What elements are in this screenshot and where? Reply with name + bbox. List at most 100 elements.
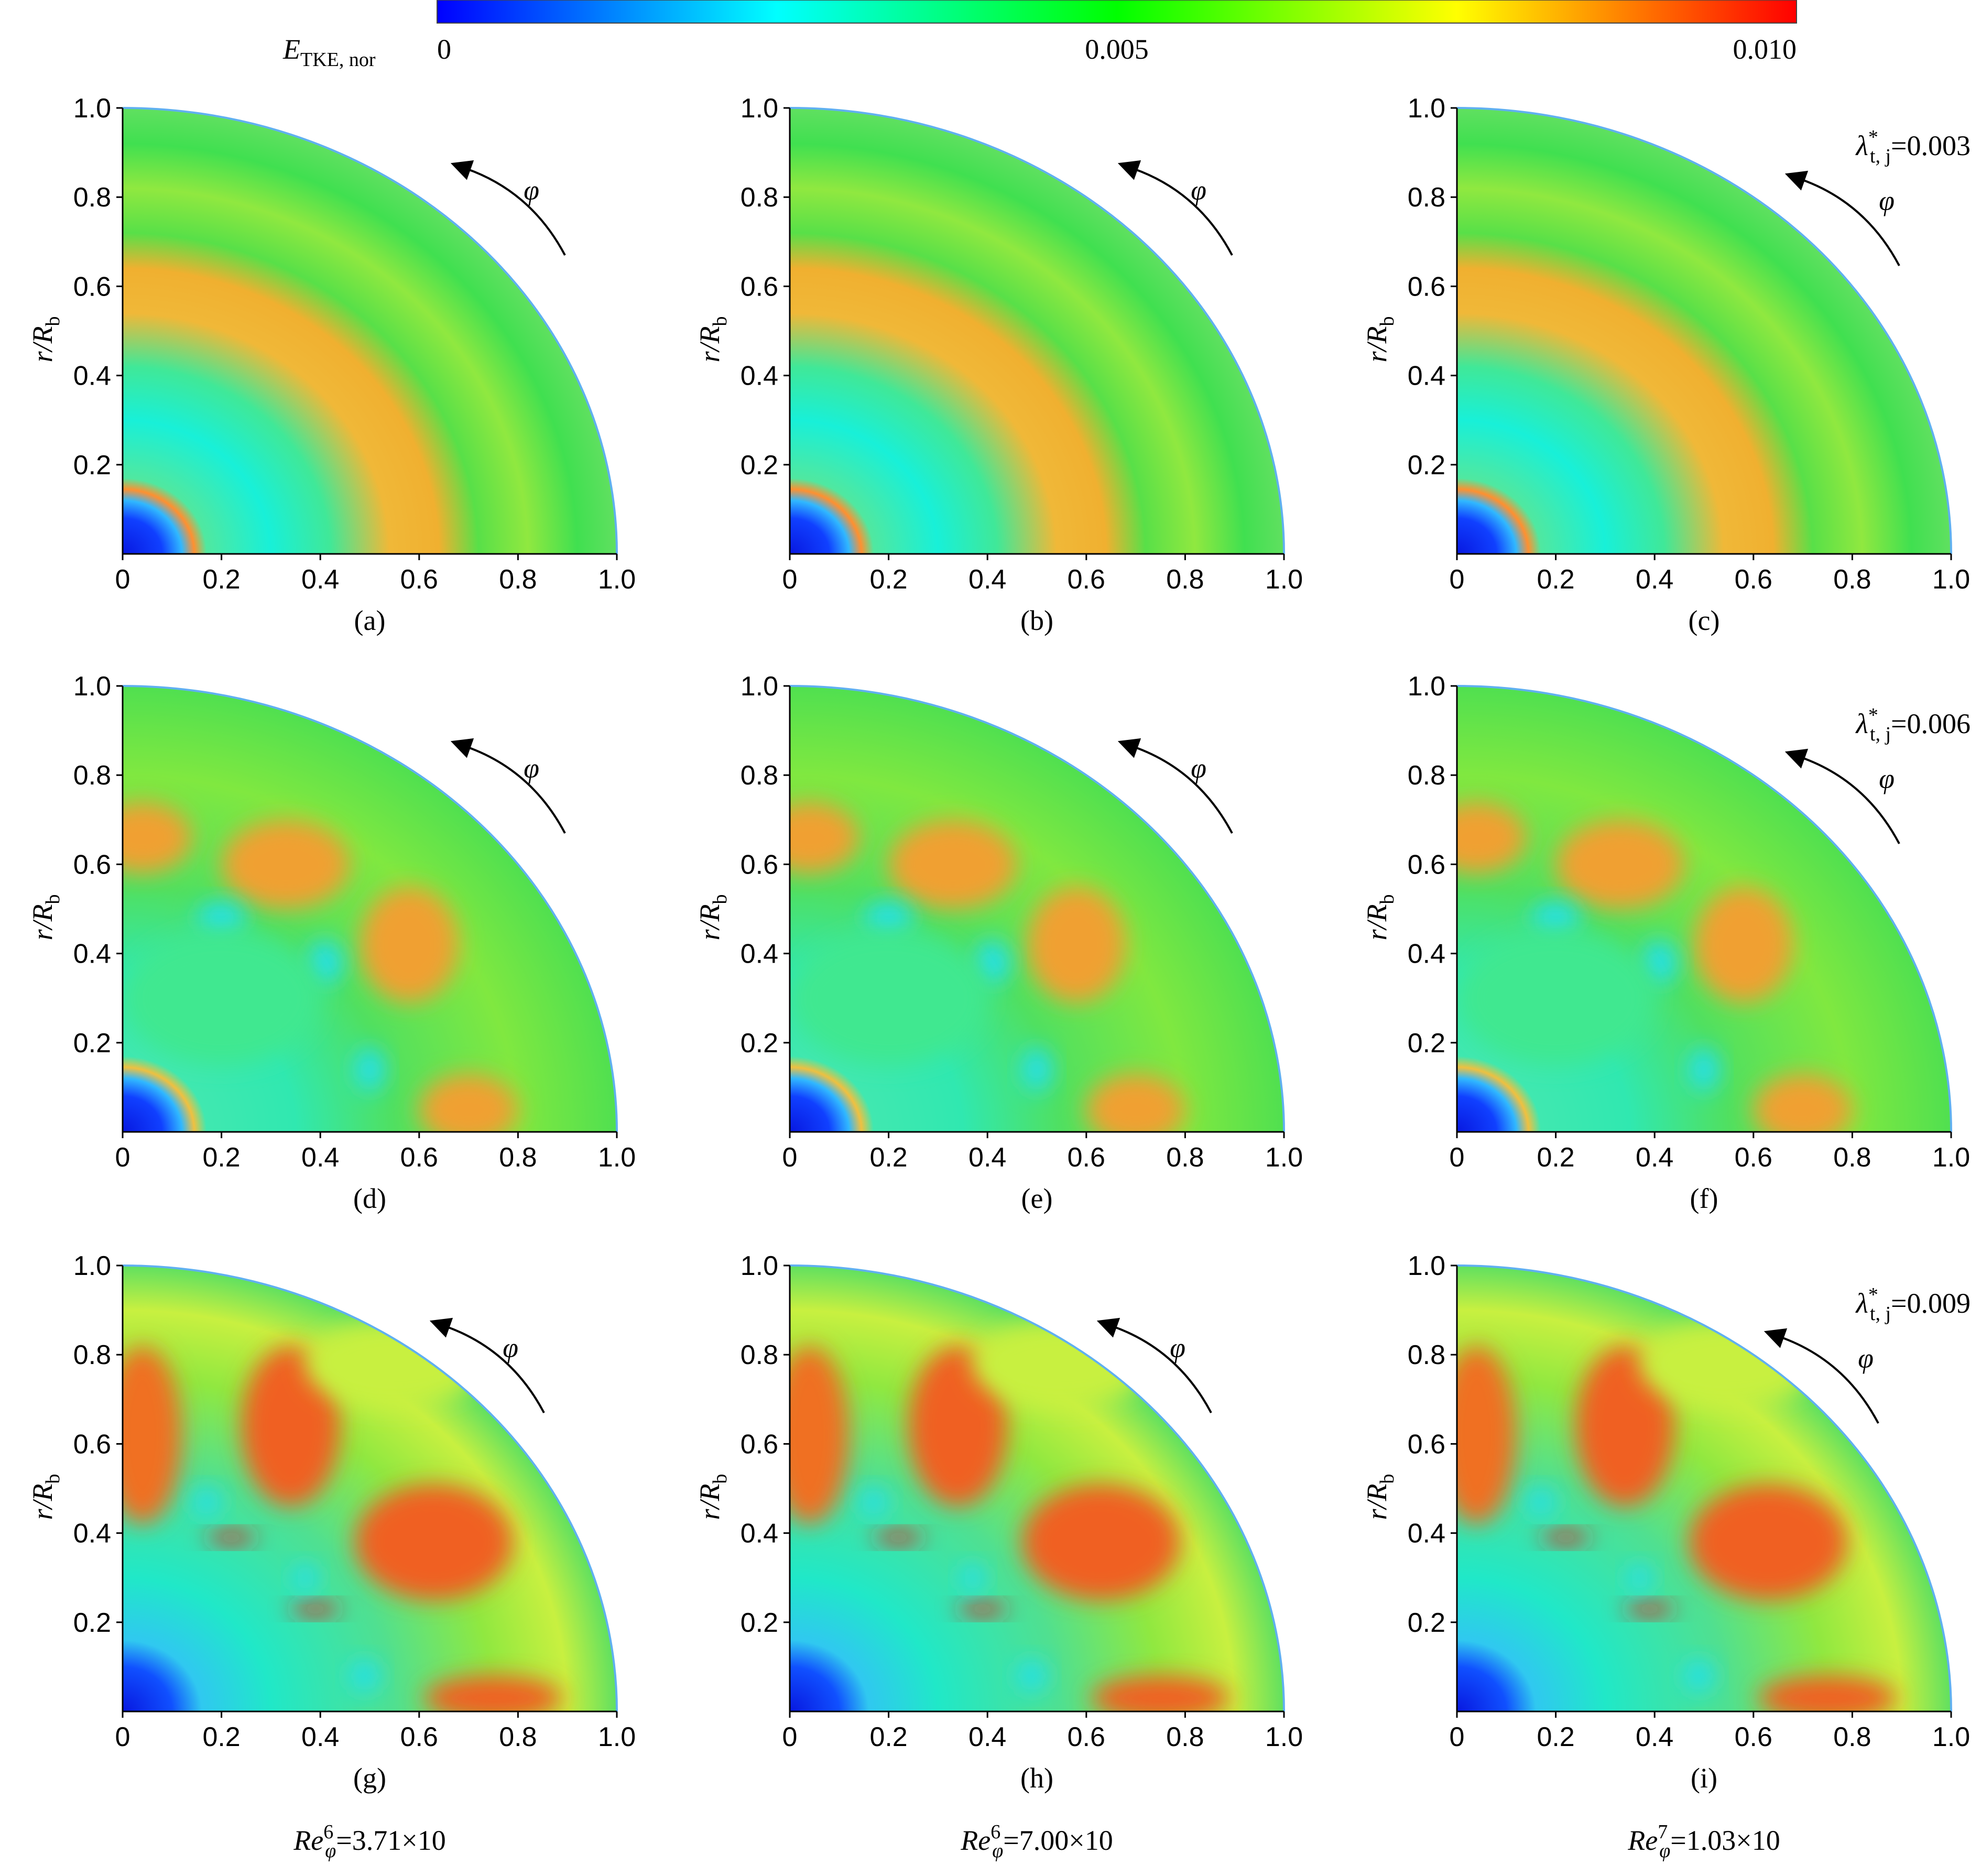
text-part: =0.003 (1891, 130, 1971, 161)
y-tick-label: 0.6 (73, 1429, 111, 1459)
text-part: =0.009 (1891, 1288, 1971, 1319)
contour-field (790, 108, 1284, 554)
field-blob (1639, 1319, 1818, 1409)
field-blob (290, 1602, 340, 1616)
field-blob (123, 802, 192, 874)
text-part: * (1868, 704, 1878, 726)
x-tick-label: 0 (115, 564, 130, 595)
field-blob (790, 802, 859, 874)
y-tick-label: 1.0 (73, 671, 111, 702)
y-tick-label: 1.0 (1408, 671, 1445, 702)
text-part: 6 (323, 1821, 333, 1843)
x-tick-label: 0.8 (1166, 564, 1204, 595)
field-blob (355, 1047, 385, 1092)
field-blob (1694, 886, 1793, 1003)
y-tick-label: 0.4 (73, 939, 111, 969)
field-blob (424, 1675, 563, 1711)
x-tick-label: 1.0 (1265, 564, 1303, 595)
outer-edge (789, 685, 1285, 1132)
x-tick-label: 0.4 (968, 1142, 1006, 1173)
x-tick-label: 0.8 (1833, 564, 1871, 595)
x-tick-label: 0.8 (1166, 1722, 1204, 1752)
y-axis-label: r/Rb (694, 1474, 731, 1520)
x-tick-label: 0.4 (1636, 1722, 1673, 1752)
text-part: r/R (27, 1484, 58, 1520)
y-tick-label: 0.8 (73, 1340, 111, 1370)
text-part: λ (1855, 130, 1868, 161)
y-tick-label: 0.4 (73, 1519, 111, 1549)
rotation-arrow (1764, 1328, 1879, 1424)
text-part: φ (992, 1840, 1003, 1862)
field-blob (874, 1531, 923, 1544)
x-tick-label: 0.8 (1166, 1142, 1204, 1173)
colorbar-tick-label: 0.005 (1085, 34, 1149, 65)
colorbar-tick-label: 0 (437, 34, 451, 65)
y-tick-label: 1.0 (73, 93, 111, 124)
contour-field (1457, 686, 1951, 1132)
field-blob (1758, 1675, 1897, 1711)
text-part: =7.00×10 (1003, 1825, 1113, 1856)
y-tick-label: 0.8 (1408, 1340, 1445, 1370)
rotation-arrow (1784, 170, 1900, 266)
y-tick-label: 0.4 (741, 939, 778, 969)
outer-edge (1456, 107, 1952, 554)
x-tick-label: 1.0 (1932, 1722, 1970, 1752)
x-tick-label: 0.8 (1833, 1142, 1871, 1173)
x-tick-label: 0.4 (301, 1722, 339, 1752)
field-blob (1457, 802, 1527, 874)
contour-field (790, 1266, 1284, 1711)
y-tick-label: 0.6 (1408, 1429, 1445, 1459)
field-blob (1017, 1660, 1047, 1692)
text-part: b (42, 1474, 64, 1484)
text-part: =0.006 (1891, 708, 1971, 739)
x-tick-label: 0 (115, 1722, 130, 1752)
field-blob (1575, 1346, 1674, 1507)
text-part: Re (960, 1825, 990, 1856)
text-part: =3.71×10 (336, 1825, 445, 1856)
field-blob (305, 1319, 484, 1409)
text-part: r/R (1361, 1484, 1392, 1520)
field-blob (241, 1346, 340, 1507)
x-tick-label: 0 (782, 564, 798, 595)
field-base (123, 108, 617, 554)
field-blob (308, 940, 343, 985)
y-tick-label: 0.6 (1408, 849, 1445, 880)
field-blob (960, 1564, 985, 1591)
field-blob (1526, 1488, 1556, 1515)
field-blob (350, 1660, 380, 1692)
x-tick-label: 0.2 (1537, 564, 1574, 595)
field-blob (1086, 1074, 1185, 1132)
y-tick-label: 0.6 (73, 849, 111, 880)
field-blob (1457, 1346, 1517, 1524)
x-tick-label: 1.0 (1265, 1142, 1303, 1173)
x-tick-label: 0.8 (499, 564, 537, 595)
outer-edge (789, 1264, 1285, 1712)
rotation-label: φ (524, 174, 539, 206)
rotation-label: φ (1170, 1332, 1185, 1364)
text-part: r/R (27, 326, 58, 362)
field-blob (1541, 1531, 1591, 1544)
field-blob (790, 931, 988, 1065)
text-part: b (1376, 1474, 1398, 1484)
field-blob (360, 886, 459, 1003)
text-part: E (282, 34, 300, 65)
text-part: b (709, 316, 731, 326)
field-blob (1027, 886, 1126, 1003)
text-part: b (42, 316, 64, 326)
x-tick-label: 0.2 (202, 1142, 240, 1173)
text-part: TKE, nor (300, 49, 376, 71)
x-tick-label: 0.2 (869, 564, 907, 595)
rotation-arrow (1096, 1317, 1212, 1413)
field-blob (975, 940, 1010, 985)
y-tick-label: 0.8 (1408, 182, 1445, 213)
y-tick-label: 1.0 (73, 1251, 111, 1281)
x-tick-label: 0.2 (869, 1722, 907, 1752)
panel-caption: (e) (1021, 1183, 1053, 1214)
field-blob (355, 1484, 513, 1600)
field-blob (1625, 1602, 1674, 1616)
x-tick-label: 0.4 (968, 564, 1006, 595)
y-tick-label: 0.2 (741, 1028, 778, 1059)
text-part: φ (1659, 1840, 1670, 1862)
outer-edge (789, 107, 1285, 554)
y-axis-label: r/Rb (1361, 894, 1398, 940)
